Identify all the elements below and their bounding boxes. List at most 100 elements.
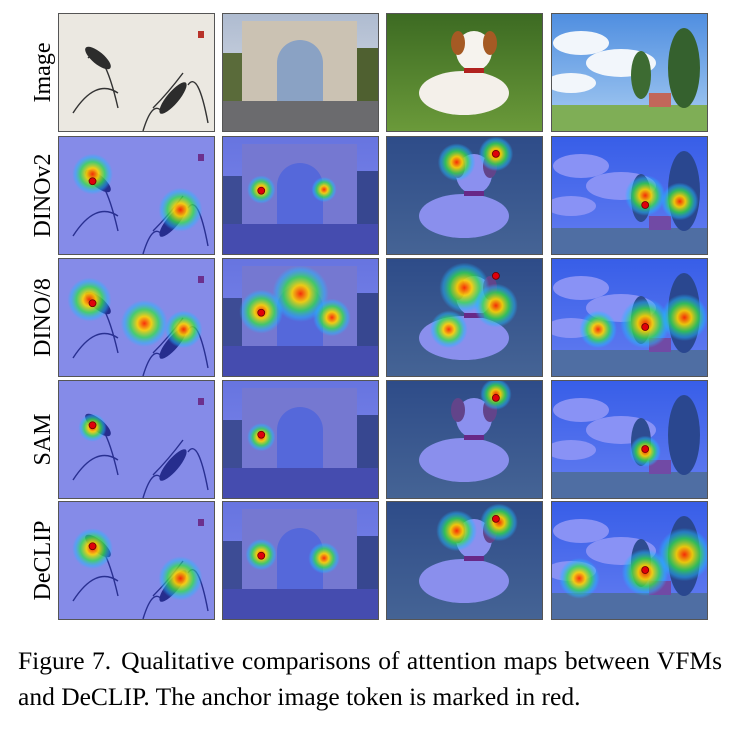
arch-opening xyxy=(277,40,323,101)
anchor-token xyxy=(88,421,97,430)
attention-blob xyxy=(473,283,518,328)
cell-border xyxy=(222,13,379,132)
attention-overlay xyxy=(222,380,379,499)
cell-border xyxy=(222,380,379,499)
cell-border xyxy=(386,258,543,377)
cell-border xyxy=(551,13,708,132)
anchor-token xyxy=(257,308,266,317)
attention-blob xyxy=(436,510,478,552)
image-cell xyxy=(386,501,543,620)
attention-overlay xyxy=(222,136,379,255)
anchor-token xyxy=(88,177,97,186)
anchor-token xyxy=(641,566,650,574)
cell-border xyxy=(58,258,215,377)
caption-label: Figure 7. xyxy=(18,646,112,675)
attention-overlay xyxy=(386,380,543,499)
attention-blob xyxy=(429,310,468,349)
image-cell xyxy=(58,501,215,620)
dog-head xyxy=(456,31,492,71)
cell-border xyxy=(58,13,215,132)
row-label: DeCLIP xyxy=(30,521,56,601)
cell-border xyxy=(58,136,215,255)
image-cell xyxy=(222,136,379,255)
image-cell xyxy=(386,380,543,499)
anchor-token xyxy=(492,149,500,158)
attention-blob xyxy=(480,503,518,542)
attention-blob xyxy=(660,182,699,221)
attention-blob xyxy=(272,265,329,322)
attention-overlay xyxy=(551,380,708,499)
anchor-token xyxy=(492,393,500,402)
house xyxy=(649,93,671,107)
attention-blob xyxy=(579,310,617,349)
anchor-token xyxy=(641,445,650,453)
anchor-token xyxy=(492,514,500,523)
image-cell xyxy=(386,258,543,377)
attention-blob xyxy=(67,277,112,322)
image-cell xyxy=(551,258,708,377)
cloud xyxy=(553,31,609,55)
row-label: SAM xyxy=(30,413,56,465)
figure-grid: Image DINOv2 DINO/8 SAM DeCLIP xyxy=(30,13,708,620)
image-cell xyxy=(551,13,708,132)
cell-border xyxy=(386,501,543,620)
cell-border xyxy=(551,501,708,620)
image-cells xyxy=(58,13,708,620)
image-cell xyxy=(58,380,215,499)
row-label: Image xyxy=(30,43,56,103)
cell-border xyxy=(551,258,708,377)
anchor-token xyxy=(88,542,97,551)
attention-overlay xyxy=(222,501,379,620)
attention-blob xyxy=(313,298,351,337)
cell-border xyxy=(551,136,708,255)
attention-overlay xyxy=(58,380,215,499)
attention-blob xyxy=(657,527,708,582)
cell-border xyxy=(58,380,215,499)
caption: Figure 7. Qualitative comparisons of atte… xyxy=(18,643,722,715)
image-cell xyxy=(222,258,379,377)
ground xyxy=(551,105,708,132)
image-cell xyxy=(551,501,708,620)
anchor-token xyxy=(257,551,266,560)
ink-stroke xyxy=(72,87,119,114)
background xyxy=(58,13,215,132)
image-cell xyxy=(222,380,379,499)
cell-border xyxy=(222,258,379,377)
image-cell xyxy=(386,136,543,255)
attention-blob xyxy=(158,556,203,601)
ink-stroke xyxy=(187,81,209,124)
dog-ear xyxy=(483,31,497,55)
attention-blob xyxy=(164,310,203,349)
cell-border xyxy=(222,501,379,620)
seal xyxy=(198,31,204,38)
image-cell xyxy=(58,258,215,377)
image-cell xyxy=(222,501,379,620)
attention-blob xyxy=(308,542,340,574)
trees xyxy=(222,53,242,103)
image-cell xyxy=(222,13,379,132)
tree xyxy=(668,28,700,108)
anchor-token xyxy=(257,430,266,439)
collar xyxy=(464,68,484,73)
dog-body xyxy=(419,71,509,115)
tree xyxy=(631,51,651,99)
cell-border xyxy=(551,380,708,499)
attention-blob xyxy=(120,299,168,347)
road xyxy=(222,101,379,132)
image-cell xyxy=(386,13,543,132)
cloud xyxy=(551,73,596,93)
cell-border xyxy=(222,136,379,255)
shrimp xyxy=(85,46,111,70)
attention-blob xyxy=(72,153,113,195)
row-label: DINOv2 xyxy=(30,154,56,238)
anchor-token xyxy=(492,271,500,280)
anchor-token xyxy=(641,323,650,331)
image-cell xyxy=(58,136,215,255)
anchor-token xyxy=(257,186,266,195)
attention-blob xyxy=(624,175,666,216)
cell-border xyxy=(386,380,543,499)
image-cell xyxy=(551,380,708,499)
anchor-token xyxy=(88,299,97,308)
caption-text: Qualitative comparisons of attention map… xyxy=(18,646,723,711)
cell-border xyxy=(386,13,543,132)
